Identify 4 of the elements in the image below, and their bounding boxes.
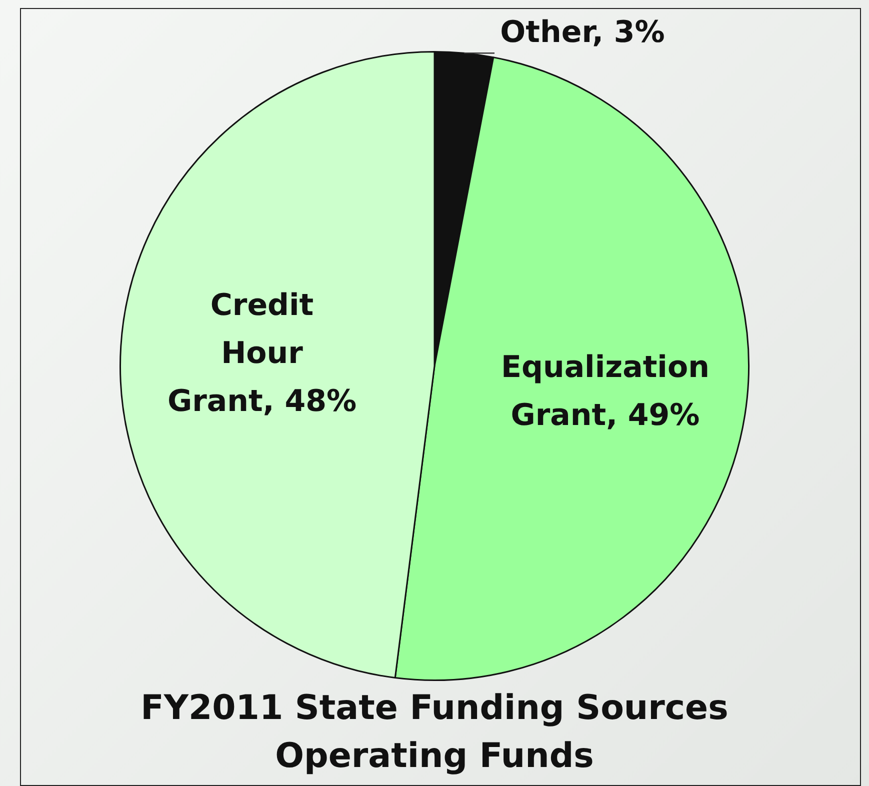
slice-label: Equalization Grant, 49% — [500, 350, 710, 433]
slice-label: Other, 3% — [500, 14, 665, 50]
text: FY2011 State Funding Sources Operating Funds — [140, 687, 730, 778]
slice-label: Credit Hour Grant, 48% — [167, 288, 357, 419]
